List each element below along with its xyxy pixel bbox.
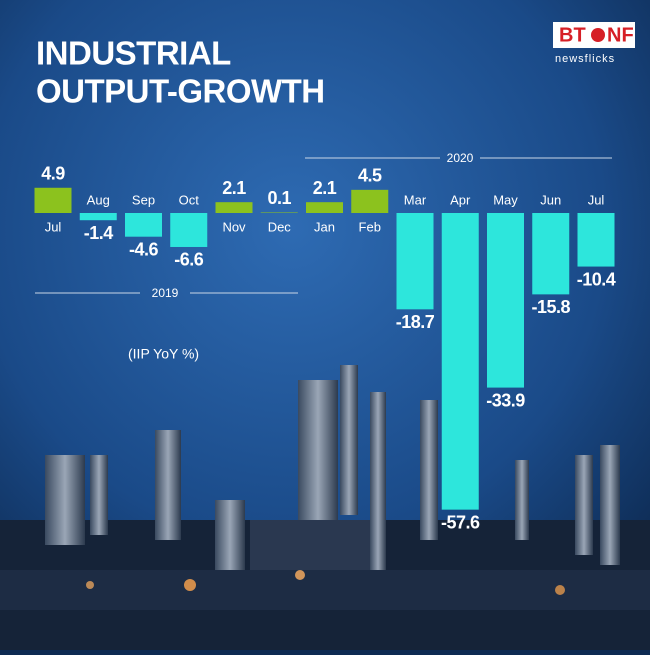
x-tick-label: Sep xyxy=(132,192,155,207)
year-label: 2020 xyxy=(447,151,474,165)
value-label: -10.4 xyxy=(577,269,616,289)
value-label: -4.6 xyxy=(129,239,159,259)
bar xyxy=(34,187,72,213)
bar xyxy=(487,213,524,388)
x-tick-label: Apr xyxy=(450,192,471,207)
chart-title: INDUSTRIAL xyxy=(36,35,231,72)
chart-title: OUTPUT-GROWTH xyxy=(36,73,325,110)
bar xyxy=(260,212,298,213)
logo: BT NF newsflicks xyxy=(553,22,635,65)
logo-text: BT xyxy=(559,24,586,46)
bar xyxy=(306,202,343,213)
bar xyxy=(396,213,434,310)
x-tick-label: Jul xyxy=(45,219,62,234)
x-tick-label: Mar xyxy=(404,192,427,207)
x-tick-label: Oct xyxy=(179,192,200,207)
x-tick-label: Dec xyxy=(268,219,292,234)
refinery xyxy=(0,365,650,650)
x-tick-label: May xyxy=(493,192,518,207)
value-label: -1.4 xyxy=(84,223,114,243)
x-tick-label: Jul xyxy=(588,192,605,207)
year-markers: 2019 2020 xyxy=(35,151,612,300)
value-label: -57.6 xyxy=(441,512,480,532)
value-label: 4.9 xyxy=(41,164,65,184)
bar xyxy=(125,213,162,237)
bar xyxy=(170,213,208,247)
logo-tagline: newsflicks xyxy=(555,53,615,65)
logo-dot xyxy=(591,28,605,42)
bar xyxy=(441,213,479,510)
x-tick-label: Nov xyxy=(222,219,246,234)
value-label: 2.1 xyxy=(222,178,246,198)
bar xyxy=(351,189,389,213)
x-tick-label: Aug xyxy=(87,192,110,207)
subtitle: (IIP YoY %) xyxy=(128,346,199,362)
value-label: 2.1 xyxy=(313,178,337,198)
bar xyxy=(79,213,117,221)
bar xyxy=(577,213,615,267)
year-label: 2019 xyxy=(152,286,179,300)
x-tick-label: Jan xyxy=(314,219,335,234)
value-label: 0.1 xyxy=(267,188,291,208)
bar xyxy=(532,213,570,295)
logo-text: NF xyxy=(607,24,634,46)
value-label: -18.7 xyxy=(396,312,435,332)
bar xyxy=(215,202,253,213)
value-label: -6.6 xyxy=(174,250,204,270)
x-tick-label: Feb xyxy=(359,219,381,234)
value-label: 4.5 xyxy=(358,166,382,186)
x-tick-label: Jun xyxy=(540,192,561,207)
value-label: -15.8 xyxy=(531,297,570,317)
value-label: -33.9 xyxy=(486,390,525,410)
